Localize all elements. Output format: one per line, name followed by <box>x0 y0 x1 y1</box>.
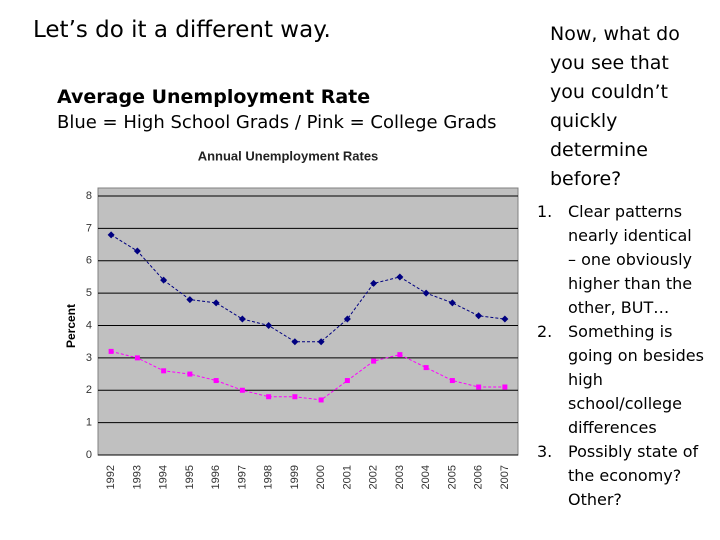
x-tick-label: 1994 <box>158 465 170 489</box>
point-line: other, BUT… <box>568 298 670 317</box>
x-tick-label: 2005 <box>446 465 458 489</box>
point-marker <box>266 394 272 400</box>
point-marker <box>502 384 508 390</box>
x-tick-label: 1999 <box>289 465 301 489</box>
point: 2. Something is going on besides high school… <box>537 320 704 440</box>
y-tick-label: 2 <box>86 384 92 396</box>
point: 1. Clear patterns nearly identical – one ob… <box>537 200 704 320</box>
point-marker <box>475 312 483 320</box>
question-line: quickly <box>550 110 618 132</box>
point-marker <box>186 296 194 304</box>
y-tick-label: 1 <box>86 417 92 429</box>
chart-title: Annual Unemployment Rates <box>198 148 379 163</box>
point-marker <box>423 365 429 371</box>
point: 3. Possibly state of the economy? Other? <box>537 440 704 512</box>
x-tick-label: 1993 <box>131 465 143 489</box>
x-tick-label: 2003 <box>394 465 406 489</box>
point-marker <box>291 338 299 346</box>
chart-subheading: Blue = High School Grads / Pink = Colleg… <box>57 112 497 133</box>
series-line <box>110 234 505 343</box>
point-line: – one obviously <box>568 250 692 269</box>
question: Now, what do you see that you couldn’t quic… <box>550 20 680 194</box>
point-line: nearly identical <box>568 226 692 245</box>
x-tick-label: 1992 <box>105 465 117 489</box>
x-tick-label: 2004 <box>420 465 432 489</box>
point-marker <box>371 358 377 364</box>
plot-area <box>97 187 519 456</box>
point-marker <box>396 273 404 281</box>
point-line: the economy? <box>568 466 682 485</box>
point-marker <box>108 348 114 354</box>
x-tick-label: 1997 <box>236 465 248 489</box>
point-marker <box>344 378 350 384</box>
x-tick-label: 2007 <box>499 465 511 489</box>
point-marker <box>448 299 456 307</box>
x-tick-label: 2001 <box>341 465 353 489</box>
point-marker <box>133 247 141 255</box>
x-tick-label: 1998 <box>263 465 275 489</box>
point-line: school/college <box>568 394 683 413</box>
y-tick-label: 8 <box>86 190 92 202</box>
point-line: going on besides <box>568 346 704 365</box>
point-marker <box>343 315 351 323</box>
x-tick-label: 1995 <box>184 465 196 489</box>
points-list: 1. Clear patterns nearly identical – one ob… <box>537 200 704 512</box>
x-tick-label: 2000 <box>315 465 327 489</box>
point-marker <box>370 279 378 287</box>
y-tick-label: 6 <box>86 255 92 267</box>
point-marker <box>212 299 220 307</box>
y-tick-label: 5 <box>86 287 92 299</box>
point-number: 1. <box>537 202 553 221</box>
y-tick-label: 7 <box>86 222 92 234</box>
question-line: before? <box>550 168 622 190</box>
point-marker <box>317 338 325 346</box>
point-marker <box>213 378 219 384</box>
x-tick-label: 1996 <box>210 465 222 489</box>
chart-heading: Average Unemployment Rate <box>57 86 371 108</box>
point-marker <box>422 289 430 297</box>
question-line: you see that <box>550 52 669 74</box>
point-marker <box>449 378 455 384</box>
point-marker <box>238 315 246 323</box>
point-number: 3. <box>537 442 553 461</box>
point-line: Clear patterns <box>568 202 683 221</box>
x-tick-label: 2006 <box>473 465 485 489</box>
point-marker <box>397 352 403 358</box>
point-line: Something is <box>568 322 673 341</box>
point-marker <box>187 371 193 377</box>
point-line: high <box>568 370 603 389</box>
point-marker <box>292 394 298 400</box>
question-line: Now, what do <box>550 23 680 45</box>
point-marker <box>160 276 168 284</box>
y-axis-label: Percent <box>64 304 78 348</box>
y-tick-label: 4 <box>86 319 92 331</box>
point-line: higher than the <box>568 274 693 293</box>
point-marker <box>161 368 167 374</box>
point-number: 2. <box>537 322 553 341</box>
slide-title: Let’s do it a different way. <box>33 17 331 43</box>
point-line: Other? <box>568 490 622 509</box>
x-tick-label: 2002 <box>368 465 380 489</box>
point-line: Possibly state of <box>568 442 699 461</box>
question-line: determine <box>550 139 648 161</box>
point-marker <box>239 387 245 393</box>
y-tick-label: 3 <box>86 352 92 364</box>
point-marker <box>134 355 140 361</box>
point-marker <box>476 384 482 390</box>
point-marker <box>501 315 509 323</box>
point-marker <box>107 231 115 239</box>
y-tick-label: 0 <box>86 449 92 461</box>
point-marker <box>265 322 273 329</box>
point-line: differences <box>568 418 657 437</box>
point-marker <box>318 397 324 403</box>
question-line: you couldn’t <box>550 81 668 103</box>
